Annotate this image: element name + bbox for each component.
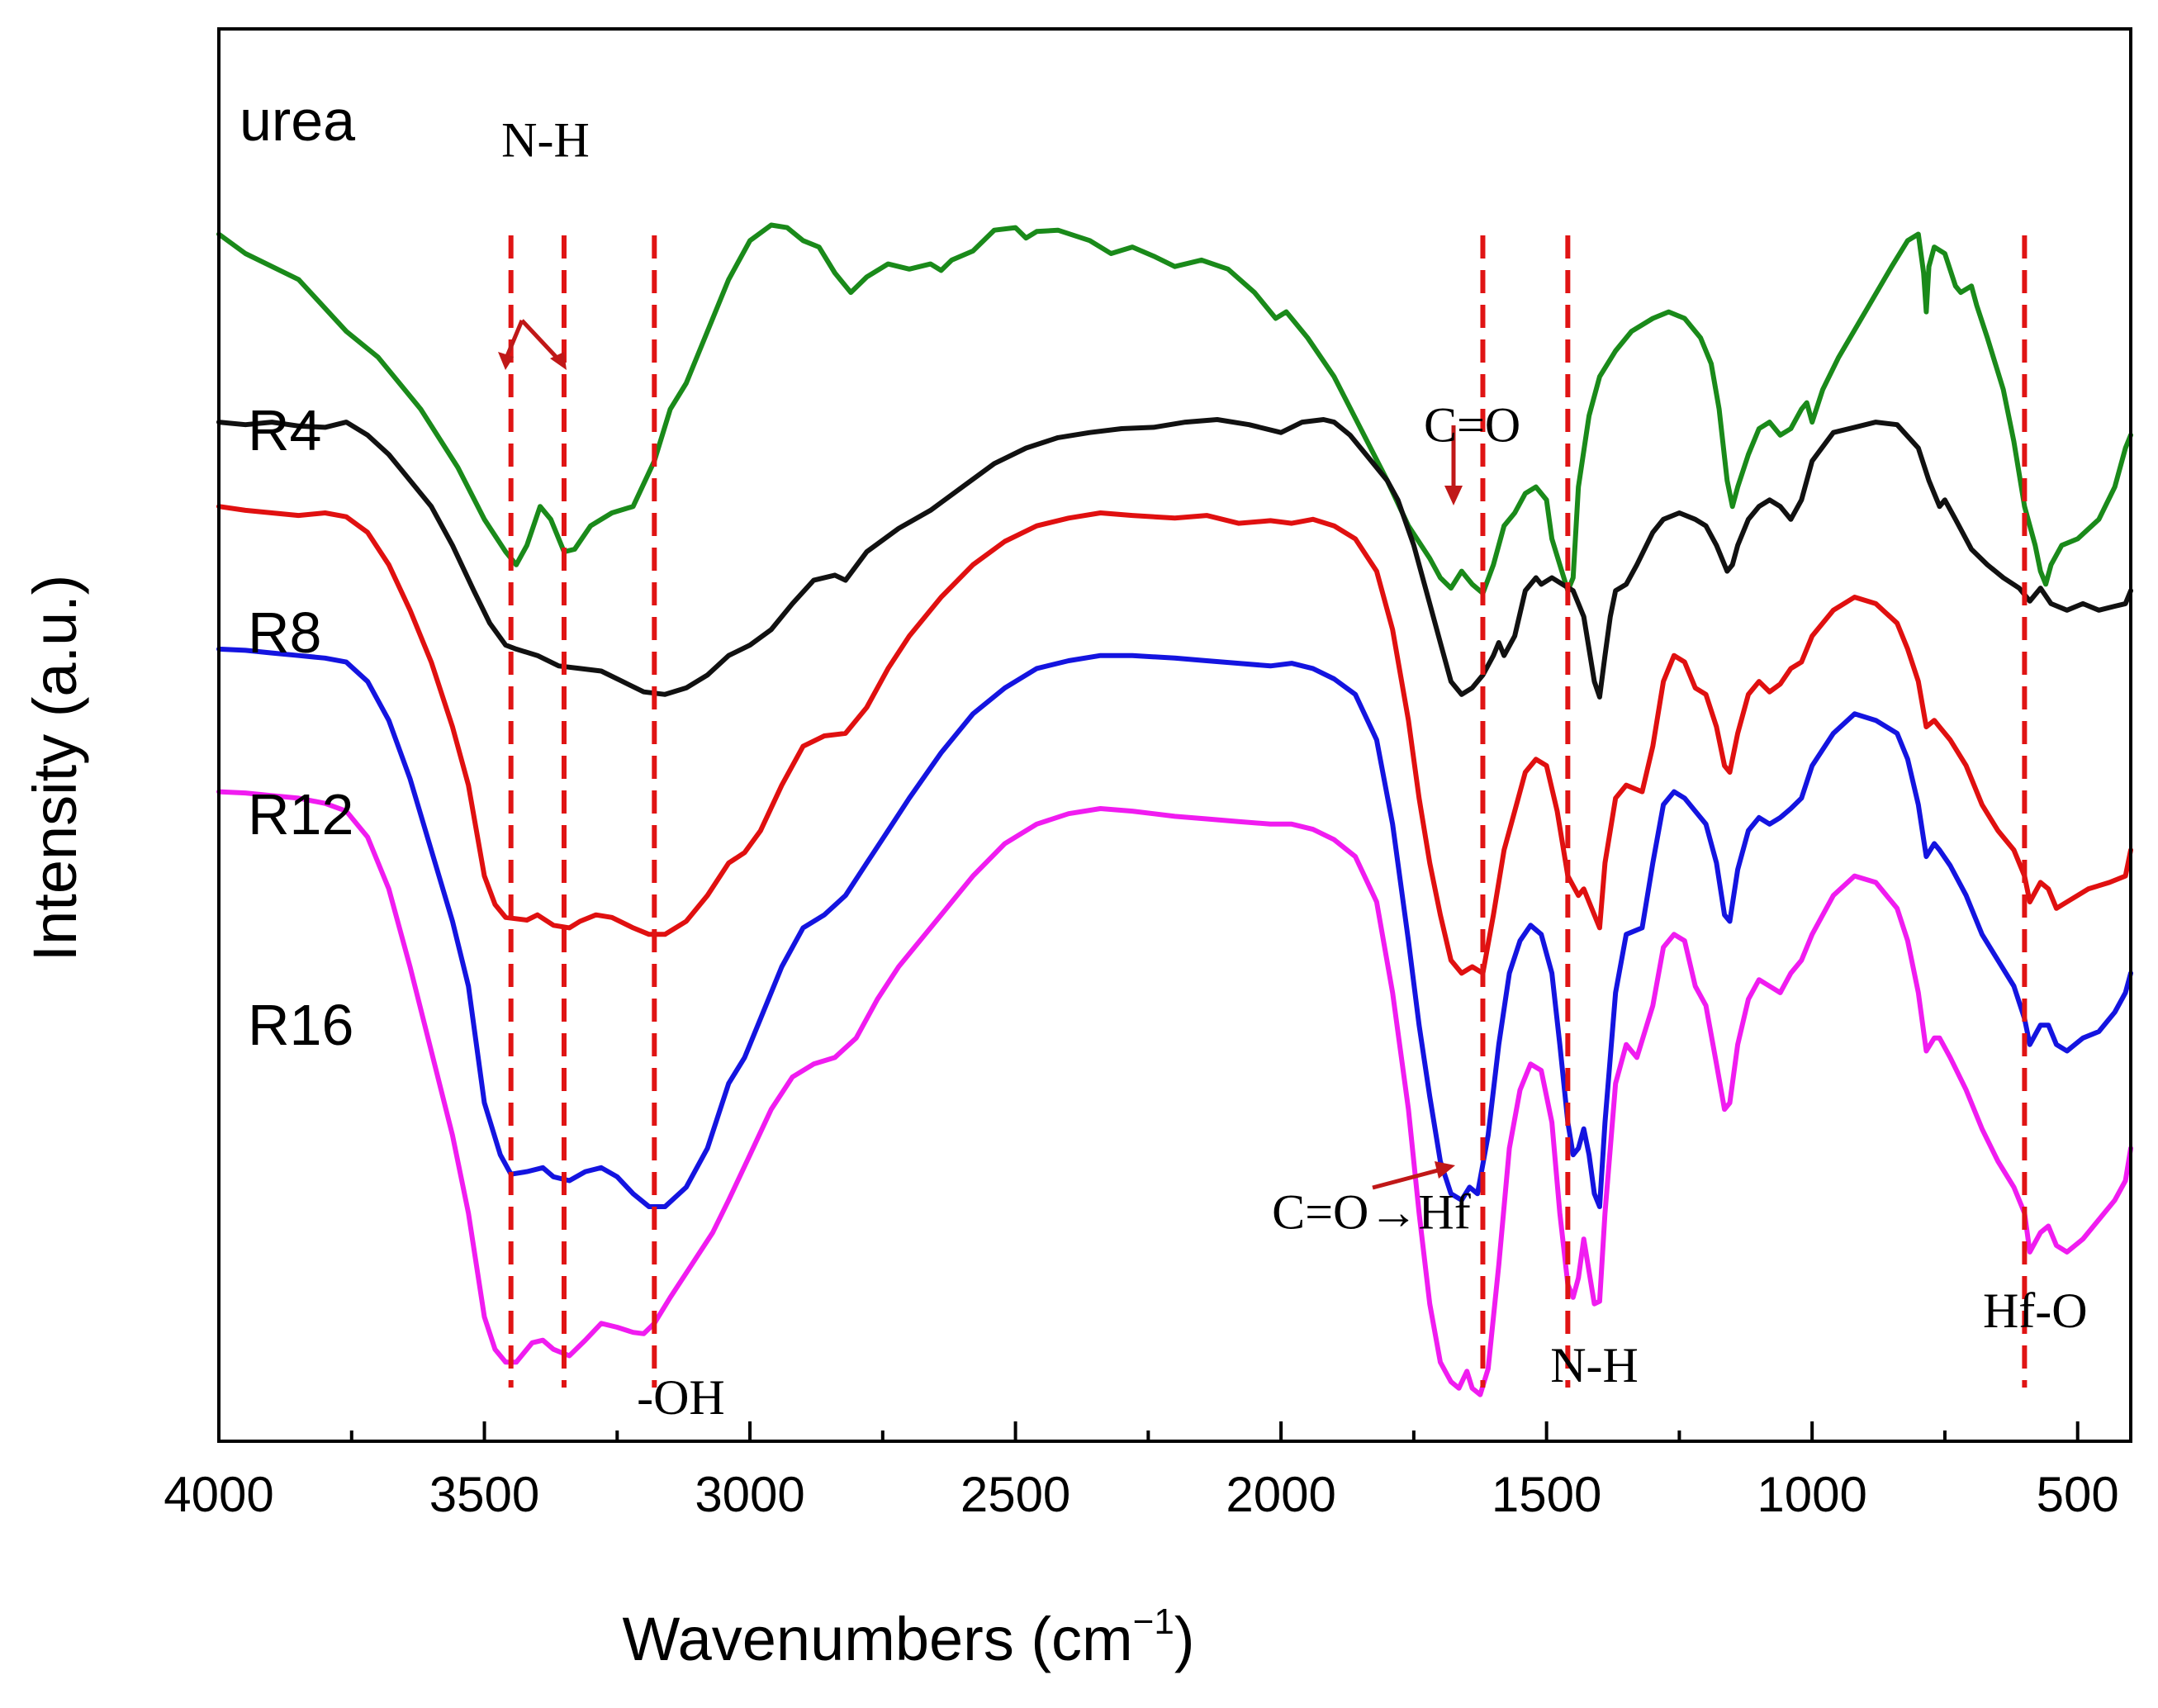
nh-arrow-left-head <box>498 352 514 370</box>
x-tick-label-2500: 2500 <box>960 1467 1070 1522</box>
series-label-r8: R8 <box>248 600 321 665</box>
series-label-r12: R12 <box>248 782 353 847</box>
x-axis-title-main: Wavenumbers (cm <box>623 1605 1133 1673</box>
series-label-r16: R16 <box>248 993 353 1057</box>
reference-lines <box>508 235 2028 1388</box>
x-axis-title-superscript: −1 <box>1133 1601 1174 1642</box>
co-hf-arrow-head <box>1435 1161 1455 1179</box>
series-line-r12 <box>216 646 2133 1209</box>
annotation-n-h-4: N-H <box>1550 1338 1639 1392</box>
peak-annotations: N-H C=O -OH C=O→Hf N-H Hf-O <box>501 112 2087 1425</box>
x-axis-ticks <box>217 1421 2080 1441</box>
y-axis-title: Intensity (a.u.) <box>21 575 89 962</box>
x-tick-label-3500: 3500 <box>429 1467 539 1522</box>
nh-arrow-right <box>520 319 561 362</box>
series-line-r8 <box>216 504 2133 976</box>
series-label-r4: R4 <box>248 398 321 463</box>
annotation-c-o-hf-3: C=O→Hf <box>1272 1185 1471 1240</box>
series-line-urea <box>216 222 2133 596</box>
annotation-c-o-1: C=O <box>1424 398 1520 453</box>
series-labels: urea R4 R8 R12 R16 <box>240 88 355 1057</box>
x-axis-title: Wavenumbers (cm−1) <box>623 1601 1195 1673</box>
annotation-n-h-0: N-H <box>501 112 590 167</box>
series-layer <box>216 222 2133 1397</box>
plot-frame <box>217 27 2132 1443</box>
x-tick-label-3000: 3000 <box>695 1467 804 1522</box>
nh-arrow-right-head <box>550 352 567 370</box>
x-axis-title-close: ) <box>1174 1605 1195 1673</box>
co-arrow-head <box>1444 486 1463 505</box>
annotation-arrows <box>498 319 1463 1190</box>
annotation-oh-2: -OH <box>637 1370 725 1425</box>
nh-arrow-left <box>503 320 524 361</box>
x-tick-label-500: 500 <box>2037 1467 2119 1522</box>
x-axis-tick-labels: 4000 3500 3000 2500 2000 1500 1000 500 <box>164 1467 2118 1522</box>
series-line-r16 <box>216 789 2133 1397</box>
series-line-r4 <box>216 417 2133 700</box>
series-label-urea: urea <box>240 88 355 153</box>
x-tick-label-4000: 4000 <box>164 1467 273 1522</box>
x-tick-label-1000: 1000 <box>1757 1467 1866 1522</box>
x-tick-label-2000: 2000 <box>1226 1467 1335 1522</box>
co-hf-arrow <box>1372 1167 1442 1190</box>
x-tick-label-1500: 1500 <box>1492 1467 1601 1522</box>
annotation-hf-o-5: Hf-O <box>1983 1283 2088 1338</box>
